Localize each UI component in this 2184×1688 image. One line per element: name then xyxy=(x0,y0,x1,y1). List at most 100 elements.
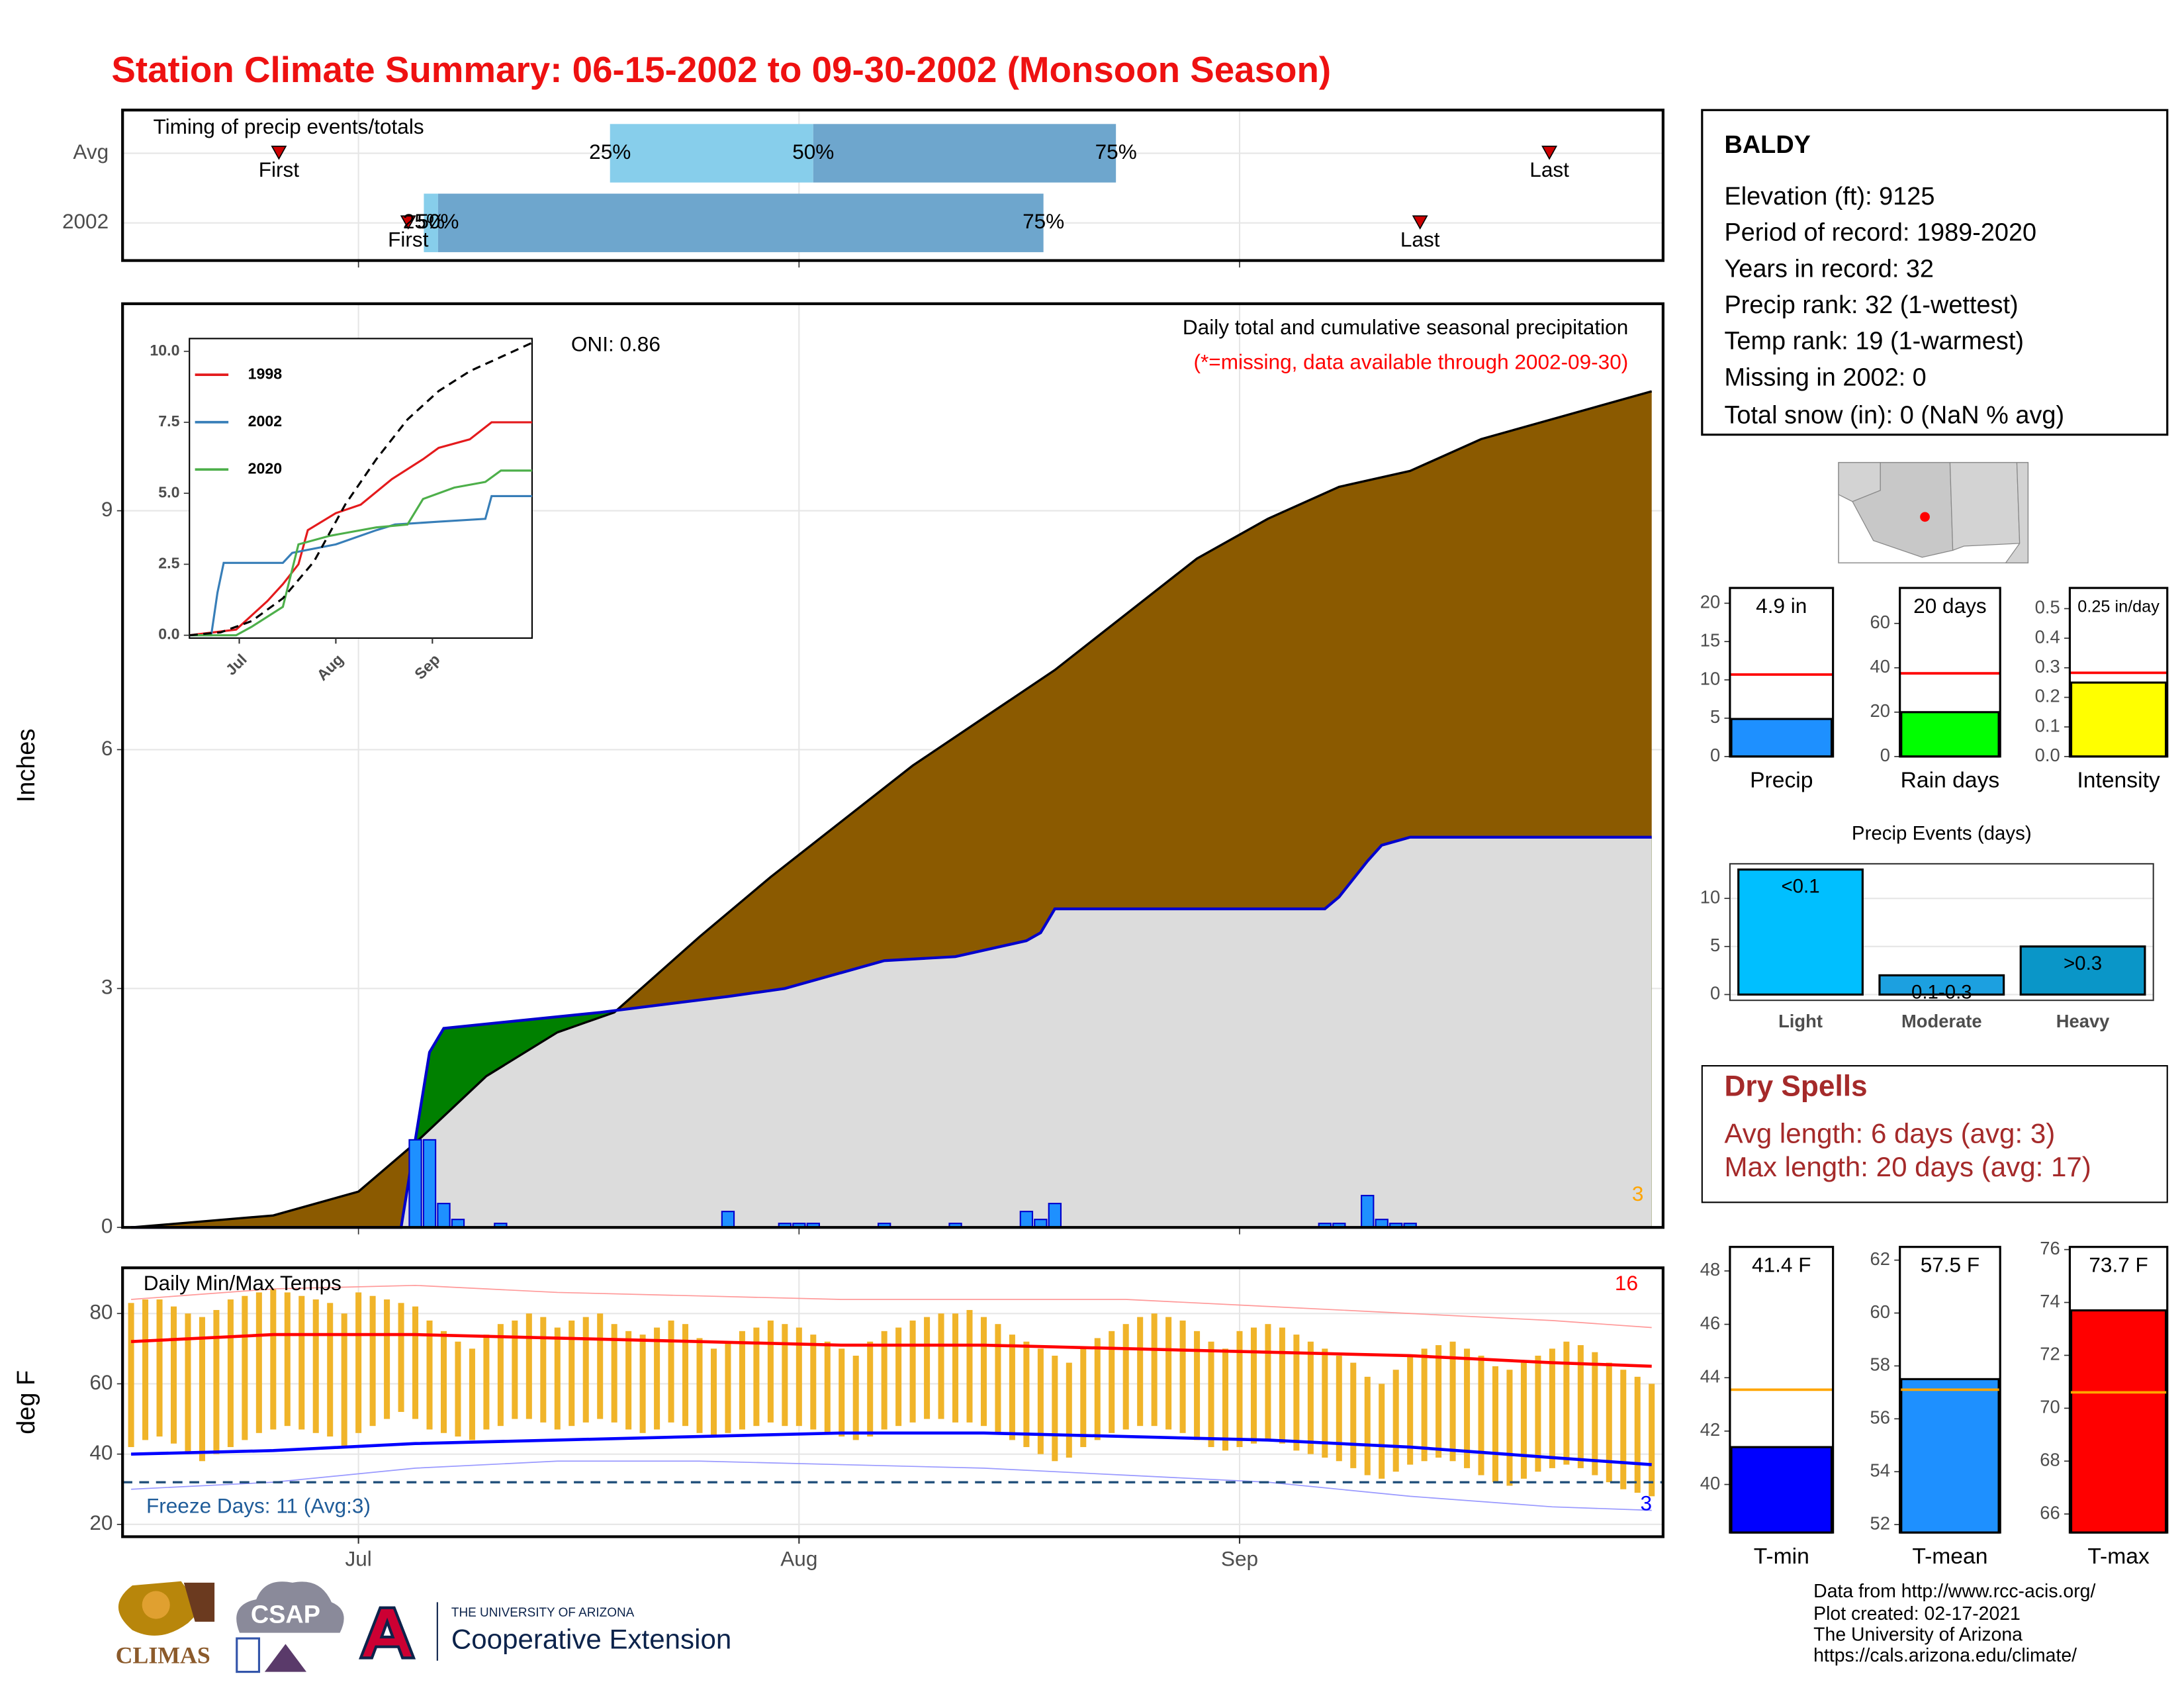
y-tick-label: 60 xyxy=(1870,612,1889,632)
station-dot xyxy=(1920,512,1930,522)
y-tick-label: 56 xyxy=(1870,1407,1889,1428)
y-tick-label: 0.4 xyxy=(2035,626,2060,647)
footer-line: https://cals.arizona.edu/climate/ xyxy=(1813,1645,2077,1666)
temp-range-bar xyxy=(1336,1355,1342,1462)
y-tick-label: 0 xyxy=(101,1214,113,1238)
y-tick-label: 20 xyxy=(1700,592,1720,612)
temp-range-bar xyxy=(739,1331,745,1430)
event-marker xyxy=(400,215,416,230)
temp-range-bar xyxy=(767,1320,774,1423)
temp-range-bar xyxy=(1094,1338,1101,1440)
daily-bar xyxy=(408,1139,422,1229)
plot-frame xyxy=(121,1266,1664,1538)
y-tick-label: 40 xyxy=(1700,1473,1720,1493)
y-tick-label: 0 xyxy=(1710,745,1720,765)
logo-shape xyxy=(183,1582,215,1622)
station-line: Precip rank: 32 (1-wettest) xyxy=(1724,291,2018,319)
y-tick-label: 0.0 xyxy=(2035,745,2060,765)
temp-range-bar xyxy=(341,1313,347,1448)
logo-shape xyxy=(142,1591,170,1619)
temp-range-bar xyxy=(1307,1341,1314,1454)
temp-range-bar xyxy=(156,1299,163,1437)
locator-map xyxy=(1838,461,2029,564)
station-line: Total snow (in): 0 (NaN % avg) xyxy=(1724,401,2064,429)
temp-range-bar xyxy=(611,1324,617,1423)
dry-spells-box xyxy=(1701,1065,2168,1203)
temp-range-bar xyxy=(355,1292,362,1433)
temp-range-bar xyxy=(1194,1331,1201,1440)
panel-title: Daily Min/Max Temps xyxy=(144,1271,341,1295)
y-tick-label: 80 xyxy=(89,1300,113,1324)
temp-range-bar xyxy=(625,1331,632,1430)
value-label: 20 days xyxy=(1913,594,1986,618)
value-label: 41.4 F xyxy=(1752,1252,1811,1276)
bar xyxy=(2070,1309,2167,1534)
temp-range-bar xyxy=(895,1327,902,1427)
y-tick-label: 48 xyxy=(1700,1259,1720,1280)
y-tick-label: 6 xyxy=(101,736,113,760)
temp-range-bar xyxy=(668,1320,674,1423)
annotation: 3 xyxy=(1632,1182,1644,1205)
temp-range-bar xyxy=(1037,1348,1044,1454)
temp-range-bar xyxy=(1236,1331,1243,1448)
y-tick-label: 20 xyxy=(89,1511,113,1534)
station-line: Years in record: 32 xyxy=(1724,255,1934,283)
temp-range-bar xyxy=(1066,1362,1072,1458)
temp-range-bar xyxy=(1364,1376,1371,1476)
logo-text: CLIMAS xyxy=(116,1642,210,1669)
temp-range-bar xyxy=(1549,1348,1555,1468)
span-label: 50% xyxy=(792,140,834,164)
y-tick-label: 0.5 xyxy=(2035,597,2060,618)
temp-range-bar xyxy=(1620,1370,1627,1489)
y-tick-label: 15 xyxy=(1700,630,1720,650)
bar xyxy=(1900,711,2000,758)
value-label: 4.9 in xyxy=(1756,594,1807,618)
temp-range-bar xyxy=(938,1313,944,1419)
temp-range-bar xyxy=(227,1299,234,1448)
temp-range-bar xyxy=(455,1341,461,1437)
daily-bar xyxy=(1019,1211,1034,1229)
temp-range-bar xyxy=(1179,1320,1186,1433)
timing-span xyxy=(813,124,1116,183)
temp-range-bar xyxy=(1322,1348,1328,1458)
y-tick-label: 20 xyxy=(1870,700,1889,721)
temp-range-bar xyxy=(412,1306,419,1419)
y-tick-label: 9 xyxy=(101,497,113,521)
logo-text: THE UNIVERSITY OF ARIZONA xyxy=(451,1606,635,1620)
logo-shape xyxy=(236,1637,261,1673)
panel-title: Timing of precip events/totals xyxy=(154,115,424,138)
daily-bar xyxy=(721,1211,735,1229)
y-tick-label: 7.5 xyxy=(158,412,179,430)
temp-range-bar xyxy=(255,1292,262,1433)
span-label: 25% xyxy=(403,209,445,233)
y-tick-label: 60 xyxy=(1870,1301,1889,1322)
temp-range-bar xyxy=(725,1341,731,1433)
temp-range-bar xyxy=(284,1292,291,1427)
temp-range-bar xyxy=(1535,1355,1541,1472)
temp-range-bar xyxy=(1592,1352,1598,1476)
plot-frame xyxy=(1729,1246,1835,1534)
inset-panel xyxy=(189,338,533,639)
temp-range-bar xyxy=(1563,1341,1570,1465)
y-tick-label: 10 xyxy=(1700,886,1720,907)
y-tick-label: 46 xyxy=(1700,1313,1720,1333)
temp-range-bar xyxy=(1577,1345,1584,1468)
logo-arizona: THE UNIVERSITY OF ARIZONA Cooperative Ex… xyxy=(359,1602,731,1661)
temp-range-bar xyxy=(810,1335,817,1430)
chart-title: Daily total and cumulative seasonal prec… xyxy=(1183,315,1628,339)
legend-label: 2002 xyxy=(248,412,282,430)
temp-range-bar xyxy=(980,1317,987,1427)
span-label: 75% xyxy=(1095,140,1137,164)
logo-csap: CSAP xyxy=(236,1581,344,1673)
y-tick-label: 40 xyxy=(89,1440,113,1464)
y-tick-label: 3 xyxy=(101,975,113,999)
daily-bar xyxy=(1048,1203,1062,1229)
temp-range-bar xyxy=(142,1299,149,1440)
x-tick-label: T-max xyxy=(2087,1544,2150,1569)
temp-range-bar xyxy=(270,1289,277,1430)
temp-range-bar xyxy=(1265,1324,1271,1440)
y-tick-label: 58 xyxy=(1870,1354,1889,1375)
bar xyxy=(1900,1378,2000,1534)
